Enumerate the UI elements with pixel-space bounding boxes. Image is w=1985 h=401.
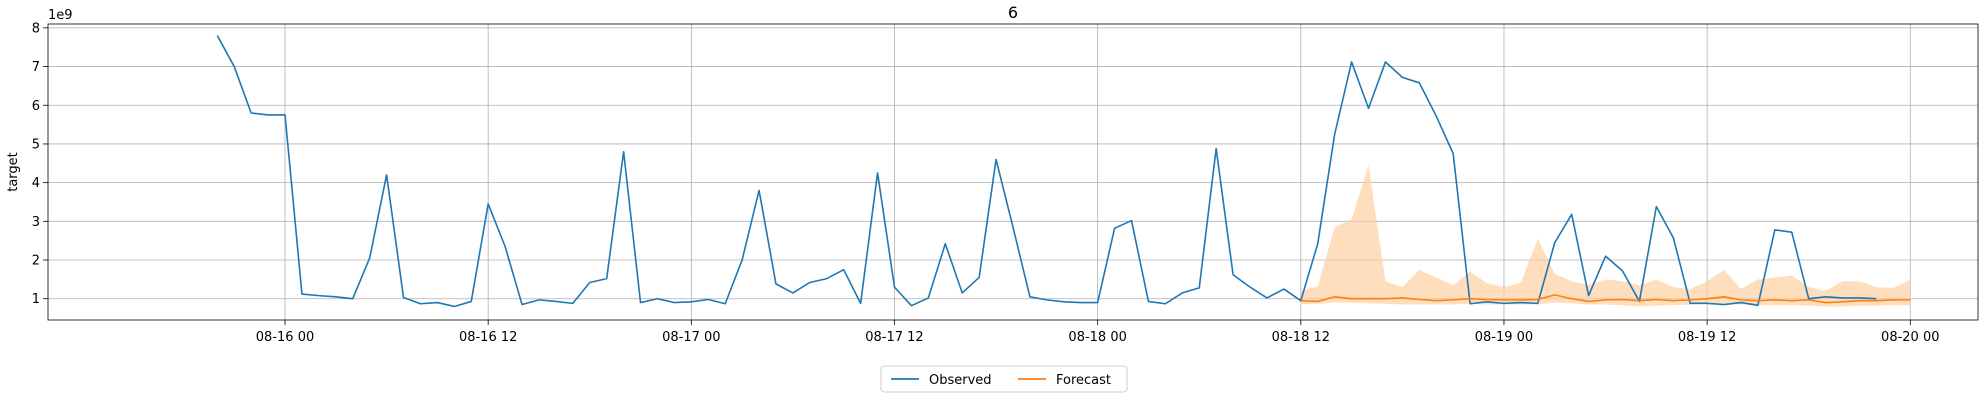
x-tick-label: 08-18 00 [1068,330,1126,345]
observed-series-line [216,35,1877,308]
x-tick-label: 08-18 12 [1272,330,1330,345]
y-tick-label: 4 [32,176,40,191]
legend-entry-forecast: Forecast [1018,373,1111,388]
y-tick-label: 2 [32,254,40,269]
legend-label: Observed [929,373,992,388]
y-tick-label: 3 [32,215,40,230]
legend-box [880,365,1128,393]
series-lines [216,35,1911,308]
x-tick-label: 08-20 00 [1881,330,1939,345]
legend: Observed Forecast [880,365,1128,393]
x-tick-label: 08-17 12 [865,330,923,345]
forecast-interval [1300,165,1911,307]
y-axis-label: target [6,152,21,192]
legend-label: Forecast [1056,373,1111,388]
x-tick-label: 08-16 12 [459,330,517,345]
x-tick-label: 08-16 00 [256,330,314,345]
chart-title: 6 [1008,3,1018,22]
y-tick-label: 6 [32,99,40,114]
y-axis-multiplier: 1e9 [48,8,73,23]
y-axis-ticks: 1 2 3 4 5 6 7 8 [32,21,48,307]
forecast-series-line [1300,294,1911,304]
y-tick-label: 7 [32,60,40,75]
x-tick-label: 08-17 00 [662,330,720,345]
x-axis-ticks: 08-16 00 08-16 12 08-17 00 08-17 12 08-18 00… [256,320,1940,345]
y-tick-label: 5 [32,137,40,152]
x-tick-label: 08-19 12 [1678,330,1736,345]
legend-entry-observed: Observed [891,373,992,388]
forecast-interval-band [1300,165,1911,307]
y-tick-label: 1 [32,292,40,307]
plot-area-frame [47,23,1979,321]
x-tick-label: 08-19 00 [1475,330,1533,345]
y-tick-label: 8 [32,21,40,36]
